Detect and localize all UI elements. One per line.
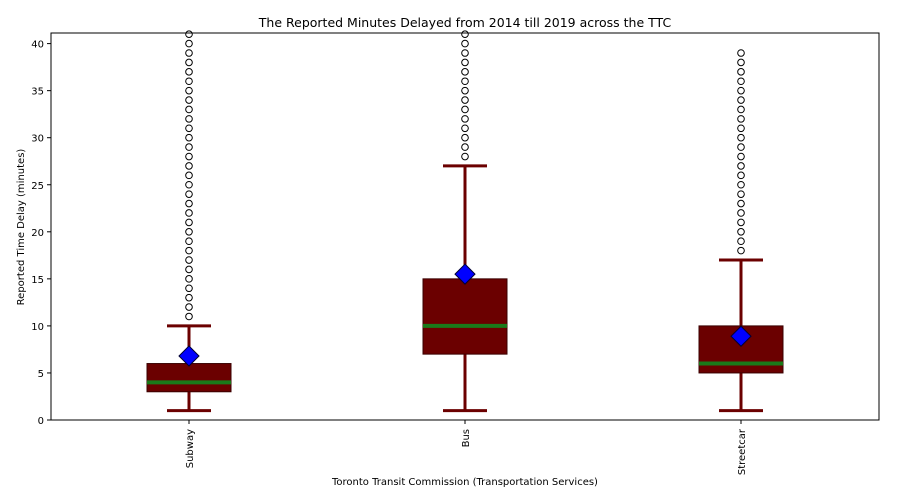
outlier-point (185, 265, 193, 274)
outlier-point (185, 162, 193, 170)
y-tick-label: 15 (31, 275, 44, 286)
outlier-point (737, 180, 745, 189)
outlier-point (737, 124, 745, 133)
outlier-point (185, 124, 193, 133)
outlier-point (185, 228, 193, 236)
outlier-point (461, 39, 469, 48)
box-group-subway (146, 30, 232, 413)
y-tick-label: 35 (31, 87, 44, 98)
outlier-point (461, 96, 469, 104)
iqr-box (146, 363, 232, 393)
outlier-point (461, 86, 469, 95)
outlier-point (737, 115, 745, 123)
outlier-point (185, 77, 193, 86)
box-group-streetcar (698, 49, 784, 413)
outlier-point (737, 218, 745, 227)
y-axis-label: Reported Time Delay (minutes) (16, 149, 27, 306)
outlier-point (185, 86, 193, 95)
outlier-point (185, 105, 193, 114)
y-tick-label: 40 (31, 40, 44, 51)
box-group-bus (422, 30, 508, 413)
outlier-point (185, 49, 193, 57)
outlier-point (185, 209, 193, 217)
outlier-point (461, 77, 469, 86)
outlier-point (461, 143, 469, 151)
y-tick-label: 10 (31, 322, 44, 333)
outlier-point (737, 228, 745, 236)
outlier-point (737, 171, 745, 180)
outlier-point (461, 30, 469, 38)
outlier-point (461, 124, 469, 133)
outlier-point (185, 246, 193, 255)
mean-marker (454, 263, 476, 285)
outlier-point (185, 284, 193, 293)
chart-title: The Reported Minutes Delayed from 2014 t… (258, 15, 672, 30)
outlier-point (737, 96, 745, 104)
outlier-point (185, 237, 193, 246)
outlier-point (461, 115, 469, 123)
outlier-point (185, 199, 193, 208)
y-tick-label: 30 (31, 134, 44, 145)
outlier-point (185, 303, 193, 311)
outlier-point (185, 58, 193, 67)
y-tick-label: 25 (31, 181, 44, 192)
x-axis-label: Toronto Transit Commission (Transportati… (331, 477, 598, 488)
outlier-point (737, 209, 745, 217)
outlier-point (185, 171, 193, 180)
outlier-point (185, 39, 193, 48)
outlier-point (185, 180, 193, 189)
outlier-point (185, 30, 193, 38)
outlier-point (185, 143, 193, 151)
outlier-point (737, 190, 745, 198)
outlier-point (461, 68, 469, 76)
outlier-point (461, 133, 469, 142)
x-tick-label: Bus (461, 429, 472, 447)
outlier-point (185, 256, 193, 264)
outlier-point (461, 49, 469, 57)
outlier-point (737, 68, 745, 76)
outlier-point (737, 86, 745, 95)
plot-area (146, 30, 784, 413)
mean-marker (730, 325, 752, 347)
outlier-point (185, 133, 193, 142)
outlier-point (461, 105, 469, 114)
x-tick-label: Subway (185, 429, 196, 468)
outlier-point (737, 162, 745, 170)
outlier-point (185, 152, 193, 161)
outlier-point (185, 96, 193, 104)
outlier-point (737, 58, 745, 67)
outlier-point (185, 68, 193, 76)
outlier-point (737, 49, 745, 57)
outlier-point (185, 312, 193, 321)
outlier-point (737, 143, 745, 151)
x-tick-label: Streetcar (737, 428, 748, 475)
outlier-point (185, 275, 193, 283)
outlier-point (737, 237, 745, 246)
outlier-point (737, 199, 745, 208)
outlier-point (737, 246, 745, 255)
iqr-box (422, 278, 508, 355)
outlier-point (461, 152, 469, 161)
mean-marker (178, 345, 200, 367)
outlier-point (737, 133, 745, 142)
outlier-point (461, 58, 469, 67)
y-tick-label: 20 (31, 228, 44, 239)
outlier-point (185, 190, 193, 198)
outlier-point (737, 105, 745, 114)
outlier-point (737, 77, 745, 86)
outlier-point (185, 293, 193, 302)
y-tick-label: 5 (38, 369, 44, 380)
outlier-point (737, 152, 745, 161)
outlier-point (185, 218, 193, 227)
y-tick-label: 0 (38, 416, 44, 427)
outlier-point (185, 115, 193, 123)
